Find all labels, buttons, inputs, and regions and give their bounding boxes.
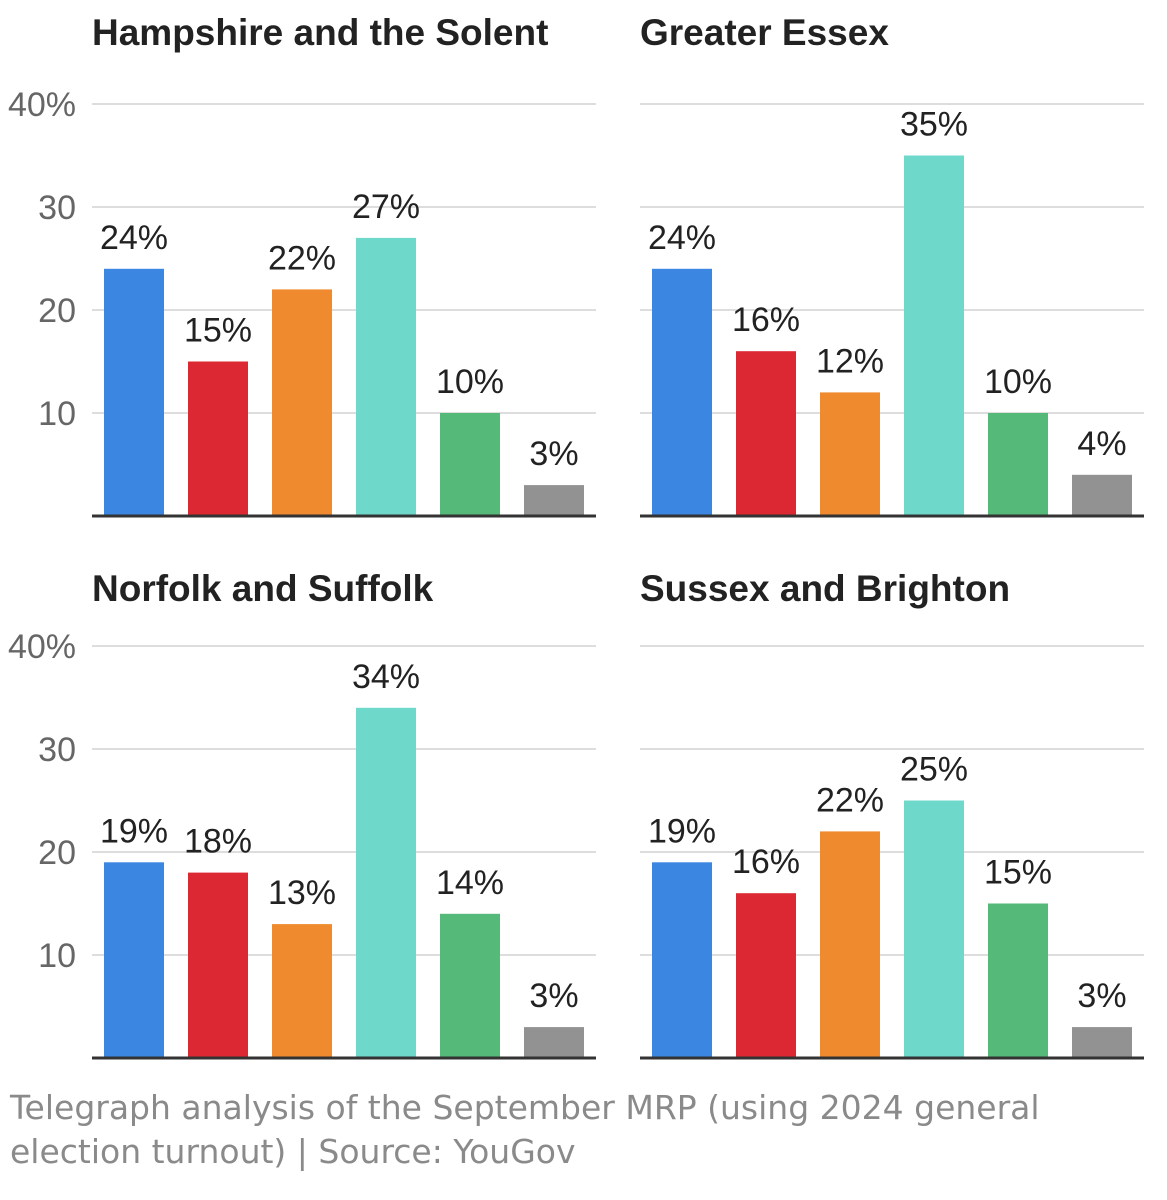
y-tick-label: 40% — [8, 628, 76, 666]
data-label: 35% — [900, 106, 968, 144]
panel-hampshire: 40% 30 20 10 24% 15% 22% 27% 10% 3% Hampshire and… — [0, 0, 600, 530]
data-label: 19% — [100, 812, 168, 850]
panel-title: Norfolk and Suffolk — [92, 568, 434, 609]
y-tick-label: 20 — [38, 292, 76, 330]
data-label: 34% — [352, 658, 420, 696]
bar — [188, 872, 248, 1058]
bar — [1072, 1027, 1132, 1058]
bar — [104, 862, 164, 1058]
y-tick-label: 30 — [38, 731, 76, 769]
chart-area: 24% 16% 12% 35% 10% 4% — [640, 103, 1144, 518]
bar — [988, 903, 1048, 1058]
data-label: 3% — [1077, 977, 1126, 1015]
bar — [440, 913, 500, 1058]
data-label: 15% — [184, 312, 252, 350]
data-label: 15% — [984, 854, 1052, 892]
y-tick-label: 40% — [8, 86, 76, 124]
bar — [736, 351, 796, 516]
y-tick-label: 10 — [38, 395, 76, 433]
data-label: 24% — [100, 219, 168, 257]
bar — [820, 392, 880, 516]
data-label: 10% — [984, 363, 1052, 401]
bar — [440, 413, 500, 516]
bar — [652, 268, 712, 516]
data-label: 27% — [352, 188, 420, 226]
bar — [524, 1027, 584, 1058]
data-label: 22% — [268, 239, 336, 277]
bar — [356, 237, 416, 516]
bar — [1072, 474, 1132, 516]
y-tick-label: 20 — [38, 834, 76, 872]
bar — [904, 155, 964, 516]
bar — [272, 289, 332, 516]
data-label: 3% — [529, 977, 578, 1015]
data-label: 12% — [816, 342, 884, 380]
panel-title: Sussex and Brighton — [640, 568, 1011, 609]
data-label: 13% — [268, 874, 336, 912]
bar — [904, 800, 964, 1058]
data-label: 19% — [648, 812, 716, 850]
data-label: 18% — [184, 823, 252, 861]
bar — [356, 707, 416, 1058]
data-label: 10% — [436, 363, 504, 401]
panel-sussex-brighton: 19% 16% 22% 25% 15% 3% Sussex and Brighton — [548, 542, 1148, 1072]
bar — [988, 413, 1048, 516]
data-label: 14% — [436, 864, 504, 902]
data-label: 25% — [900, 751, 968, 789]
y-tick-label: 30 — [38, 189, 76, 227]
chart-area: 40% 30 20 10 19% 18% 13% 34% 14% 3% — [8, 628, 596, 1060]
panel-greater-essex: 24% 16% 12% 35% 10% 4% Greater Essex — [548, 0, 1148, 530]
data-label: 22% — [816, 781, 884, 819]
bar — [736, 893, 796, 1058]
bar — [272, 924, 332, 1058]
data-label: 16% — [732, 843, 800, 881]
bar — [524, 485, 584, 516]
data-label: 3% — [529, 435, 578, 473]
y-tick-label: 10 — [38, 937, 76, 975]
panel-title: Greater Essex — [640, 12, 889, 53]
data-label: 4% — [1077, 425, 1126, 463]
bar — [652, 862, 712, 1058]
data-label: 16% — [732, 301, 800, 339]
bar — [820, 831, 880, 1058]
panel-norfolk-suffolk: 40% 30 20 10 19% 18% 13% 34% 14% 3% Norfolk and S… — [0, 542, 600, 1072]
source-caption: Telegraph analysis of the September MRP … — [10, 1088, 1040, 1171]
bar — [188, 361, 248, 516]
data-label: 24% — [648, 219, 716, 257]
chart-area: 19% 16% 22% 25% 15% 3% — [640, 645, 1144, 1060]
chart-area: 40% 30 20 10 24% 15% 22% 27% 10% 3% — [8, 86, 596, 518]
bar — [104, 268, 164, 516]
panel-title: Hampshire and the Solent — [92, 12, 549, 53]
